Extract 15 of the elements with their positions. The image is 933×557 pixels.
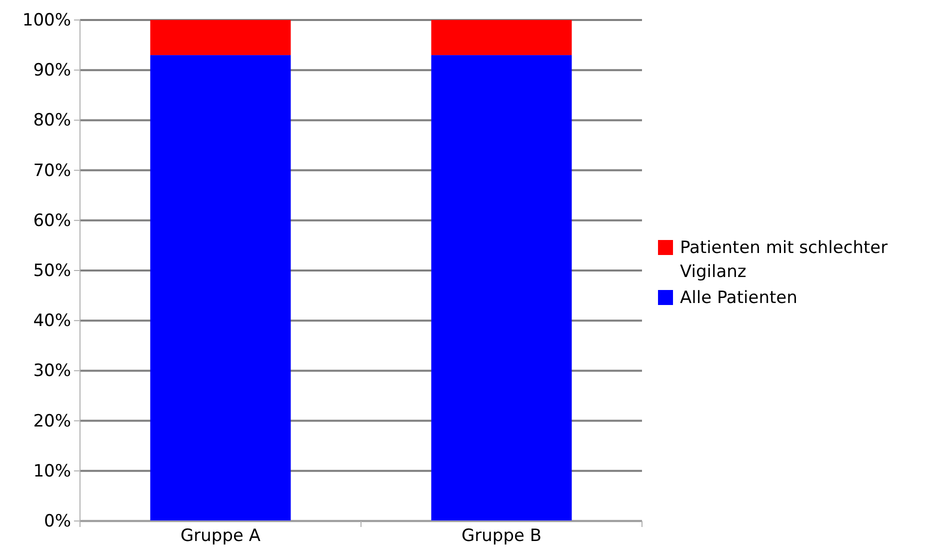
x-tick-label: Gruppe B [461, 526, 542, 546]
y-tick-label: 70% [33, 160, 71, 181]
legend-label: Patienten mit schlechter Vigilanz [680, 238, 888, 282]
y-tick-label: 90% [33, 60, 71, 81]
y-tick-label: 50% [33, 260, 71, 281]
y-tick-label: 80% [33, 110, 71, 131]
y-tick-label: 0% [44, 511, 71, 532]
y-tick-label: 100% [22, 10, 71, 30]
y-tick-label: 10% [33, 461, 71, 482]
y-tick-label: 40% [33, 311, 71, 332]
y-tick-label: 30% [33, 361, 71, 382]
y-tick-label: 60% [33, 210, 71, 231]
x-tick-label: Gruppe A [180, 526, 261, 546]
legend-label: Alle Patienten [680, 288, 798, 308]
y-tick-label: 20% [33, 411, 71, 432]
